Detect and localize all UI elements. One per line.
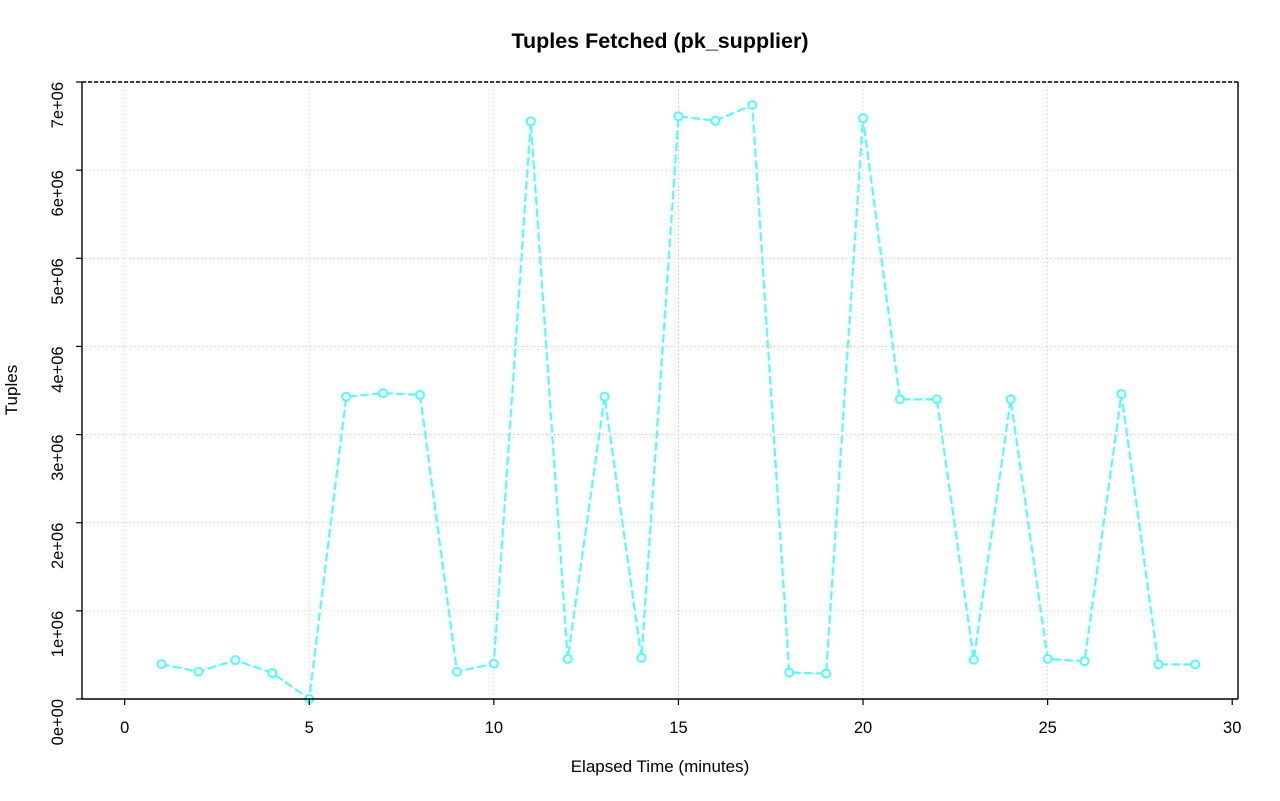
svg-text:2e+06: 2e+06 [49,523,67,569]
svg-text:5: 5 [305,719,314,737]
svg-text:1e+06: 1e+06 [49,611,67,657]
svg-text:10: 10 [485,719,503,737]
svg-text:Elapsed Time (minutes): Elapsed Time (minutes) [571,757,750,776]
svg-text:Tuples Fetched (pk_supplier): Tuples Fetched (pk_supplier) [511,29,808,53]
svg-text:5e+06: 5e+06 [49,258,67,304]
svg-text:30: 30 [1223,719,1241,737]
svg-text:15: 15 [669,719,687,737]
svg-text:20: 20 [854,719,872,737]
svg-text:0: 0 [120,719,129,737]
svg-text:7e+06: 7e+06 [49,82,67,128]
svg-text:25: 25 [1038,719,1056,737]
svg-text:Tuples: Tuples [2,365,21,415]
svg-text:3e+06: 3e+06 [49,435,67,481]
svg-text:6e+06: 6e+06 [49,170,67,216]
svg-text:0e+00: 0e+00 [49,699,67,745]
svg-text:4e+06: 4e+06 [49,346,67,392]
